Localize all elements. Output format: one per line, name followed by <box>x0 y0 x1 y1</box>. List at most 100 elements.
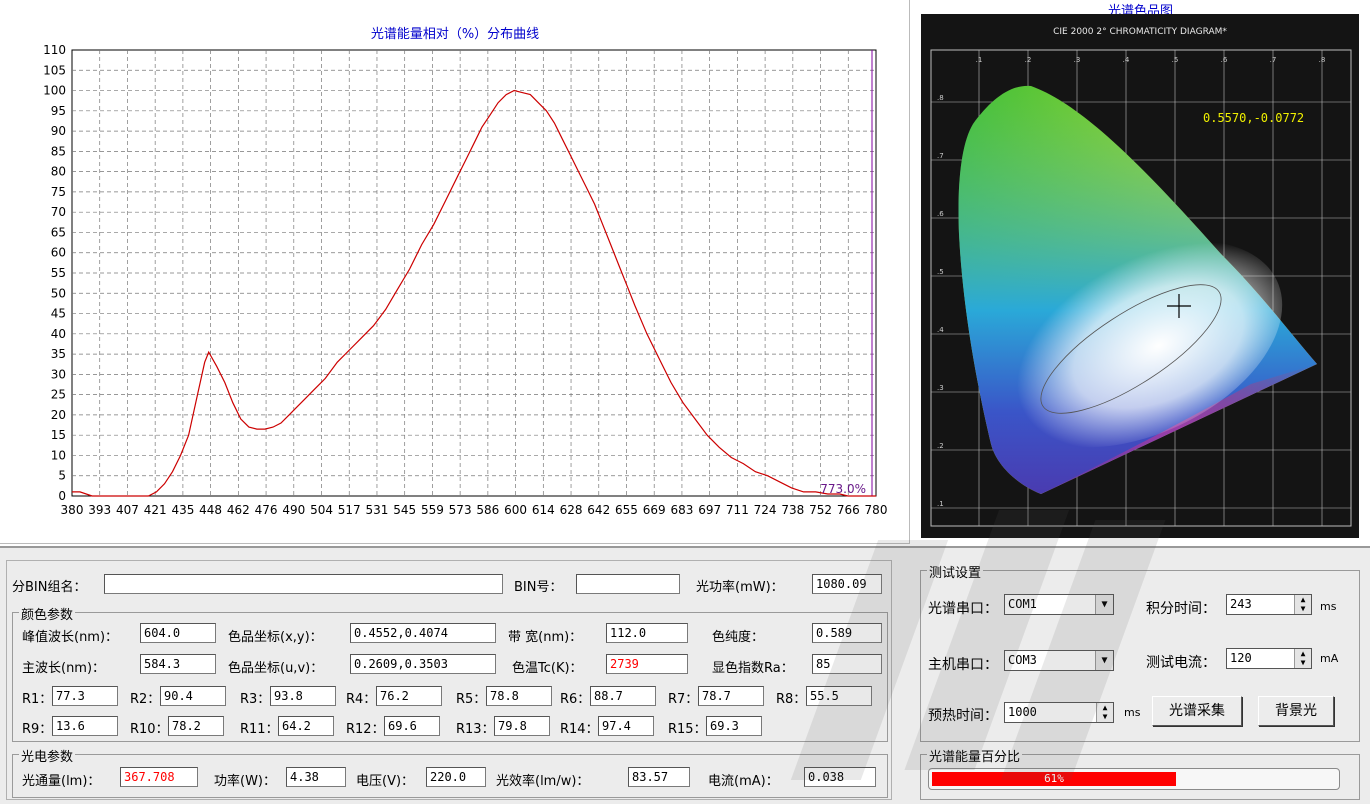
x-tick-label: 586 <box>476 503 499 517</box>
y-tick-label: 55 <box>51 266 66 280</box>
x-tick-label: 531 <box>366 503 389 517</box>
y-tick-label: 50 <box>51 286 66 300</box>
cri-r-label: R7： <box>668 692 699 707</box>
cie-x-tick: .2 <box>1025 56 1032 64</box>
preheat-time-value: 1000 <box>1008 705 1037 719</box>
x-tick-label: 600 <box>504 503 527 517</box>
x-tick-label: 476 <box>255 503 278 517</box>
color-purity-value: 0.589 <box>812 623 882 643</box>
cie-x-tick: .5 <box>1172 56 1179 64</box>
cri-r-label: R15： <box>668 722 707 737</box>
cri-r-value: 78.8 <box>486 686 552 706</box>
x-tick-label: 393 <box>88 503 111 517</box>
x-tick-label: 752 <box>809 503 832 517</box>
preheat-time-unit: ms <box>1124 706 1141 719</box>
x-tick-label: 669 <box>643 503 666 517</box>
dominant-wavelength-label: 主波长(nm)： <box>22 661 106 676</box>
cri-r-value: 77.3 <box>52 686 118 706</box>
optical-power-value: 1080.09 <box>812 574 882 594</box>
host-port-select[interactable]: COM3 ▼ <box>1004 650 1114 671</box>
cri-r-value: 93.8 <box>270 686 336 706</box>
integration-time-label: 积分时间： <box>1146 601 1216 617</box>
x-tick-label: 724 <box>754 503 777 517</box>
spin-arrows-icon[interactable]: ▲ ▼ <box>1294 595 1311 614</box>
cie-diagram-svg: CIE 2000 2° CHROMATICITY DIAGRAM* .1 .2 .3… <box>921 14 1359 538</box>
y-tick-label: 70 <box>51 205 66 219</box>
cri-r-value: 79.8 <box>494 716 550 736</box>
energy-progress-bar: 61% <box>928 768 1340 790</box>
cie-y-tick: .6 <box>937 210 944 218</box>
x-tick-label: 697 <box>698 503 721 517</box>
cie-diagram-panel: 光谱色品图 <box>911 0 1370 544</box>
color-params-legend: 颜色参数 <box>19 604 76 623</box>
bin-number-input[interactable] <box>576 574 680 594</box>
main-params-box <box>6 560 892 800</box>
bandwidth-value: 112.0 <box>606 623 688 643</box>
spin-arrows-icon[interactable]: ▲ ▼ <box>1294 649 1311 668</box>
test-current-input[interactable]: 120 ▲ ▼ <box>1226 648 1312 669</box>
test-current-label: 测试电流： <box>1146 655 1216 671</box>
integration-time-value: 243 <box>1230 597 1252 611</box>
x-tick-label: 614 <box>532 503 555 517</box>
cri-r-value: 97.4 <box>598 716 654 736</box>
preheat-time-input[interactable]: 1000 ▲ ▼ <box>1004 702 1114 723</box>
cri-ra-label: 显色指数Ra： <box>712 661 794 676</box>
y-tick-label: 45 <box>51 307 66 321</box>
cie-y-tick: .7 <box>937 152 944 160</box>
chevron-down-icon[interactable]: ▼ <box>1095 595 1113 614</box>
cri-r-value: 13.6 <box>52 716 118 736</box>
y-tick-label: 100 <box>43 84 66 98</box>
cie-x-tick: .1 <box>976 56 983 64</box>
luminous-efficacy-value: 83.57 <box>628 767 690 787</box>
energy-progress-text: 61% <box>1044 772 1064 785</box>
cri-r-value: 90.4 <box>160 686 226 706</box>
test-settings-group: 测试设置 <box>920 562 1360 742</box>
cie-x-tick: .6 <box>1221 56 1228 64</box>
voltage-label: 电压(V)： <box>356 774 415 789</box>
x-tick-label: 407 <box>116 503 139 517</box>
uv-coords-label: 色品坐标(u,v)： <box>228 661 324 676</box>
x-tick-label: 738 <box>781 503 804 517</box>
chevron-down-icon[interactable]: ▼ <box>1095 651 1113 670</box>
cri-r-value: 69.6 <box>384 716 440 736</box>
energy-progress-fill <box>932 772 1176 786</box>
peak-note-label: 773.0% <box>820 482 866 496</box>
y-tick-label: 25 <box>51 388 66 402</box>
spectrum-collect-button[interactable]: 光谱采集 <box>1152 696 1242 726</box>
luminous-flux-label: 光通量(lm)： <box>22 774 101 789</box>
voltage-value: 220.0 <box>426 767 486 787</box>
cri-r-value: 64.2 <box>278 716 334 736</box>
luminous-flux-value: 367.708 <box>120 767 198 787</box>
optical-power-label: 光功率(mW)： <box>696 580 784 595</box>
y-tick-label: 65 <box>51 225 66 239</box>
integration-time-input[interactable]: 243 ▲ ▼ <box>1226 594 1312 615</box>
cie-chromaticity-diagram: CIE 2000 2° CHROMATICITY DIAGRAM* .1 .2 .3… <box>921 14 1359 538</box>
bin-group-input[interactable] <box>104 574 503 594</box>
x-tick-label: 517 <box>338 503 361 517</box>
cri-r-value: 55.5 <box>806 686 872 706</box>
cie-y-tick: .3 <box>937 384 944 392</box>
cct-label: 色温Tc(K)： <box>512 661 583 676</box>
spectrum-series-line <box>72 89 876 497</box>
photo-params-group: 光电参数 <box>12 746 888 798</box>
x-tick-label: 711 <box>726 503 749 517</box>
cie-tick-labels: .1 .2 .3 .4 .5 .6 .7 .8 .8 .7 .6 .5 .4 .3 .2 .1 <box>937 56 1325 508</box>
cri-ra-value: 85 <box>812 654 882 674</box>
test-settings-legend: 测试设置 <box>927 562 984 581</box>
y-tick-label: 85 <box>51 144 66 158</box>
xy-coords-label: 色品坐标(x,y)： <box>228 630 323 645</box>
y-tick-label: 35 <box>51 347 66 361</box>
x-tick-label: 421 <box>144 503 167 517</box>
background-light-button[interactable]: 背景光 <box>1258 696 1334 726</box>
power-value: 4.38 <box>286 767 346 787</box>
y-tick-label: 40 <box>51 327 66 341</box>
peak-wavelength-value: 604.0 <box>140 623 216 643</box>
xy-coords-value: 0.4552,0.4074 <box>350 623 496 643</box>
bin-number-label: BIN号： <box>514 580 563 595</box>
y-tick-label: 15 <box>51 428 66 442</box>
color-params-group: 颜色参数 <box>12 604 888 742</box>
x-tick-label: 490 <box>282 503 305 517</box>
spectrum-port-select[interactable]: COM1 ▼ <box>1004 594 1114 615</box>
x-tick-label: 780 <box>865 503 888 517</box>
spin-arrows-icon[interactable]: ▲ ▼ <box>1096 703 1113 722</box>
